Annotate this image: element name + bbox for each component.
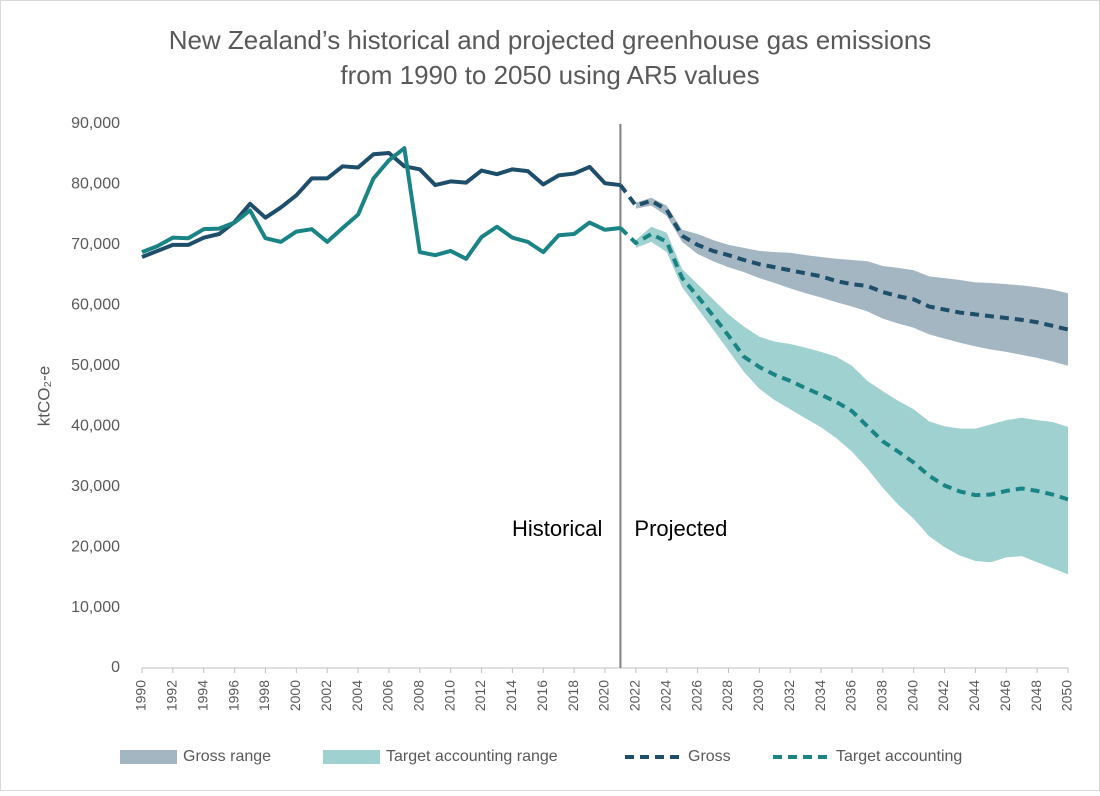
legend-label: Target accounting [836, 748, 962, 765]
x-tick-label: 1994 [194, 680, 210, 711]
x-tick-label: 2032 [781, 680, 797, 711]
annotation: Historical [512, 516, 602, 541]
x-tick-label: 2044 [966, 680, 982, 711]
annotation: Projected [634, 516, 727, 541]
legend-label: Gross [688, 748, 731, 765]
projected-line [619, 226, 1069, 502]
y-tick-label: 30,000 [71, 478, 120, 495]
x-tick-label: 1998 [256, 680, 272, 711]
x-tick-label: 2050 [1059, 680, 1075, 711]
y-tick-label: 90,000 [71, 115, 120, 132]
x-tick-label: 2034 [812, 680, 828, 711]
legend: Gross range Target accounting range Gross T… [120, 748, 962, 765]
y-tick-label: 80,000 [71, 176, 120, 193]
x-tick-label: 2048 [1028, 680, 1044, 711]
plot-area: 0 10,000 20,000 30,000 40,000 50,000 60,000 70,… [71, 115, 1075, 711]
x-tick-label: 2006 [380, 680, 396, 711]
x-tick-label: 2010 [441, 680, 457, 711]
x-tick-label: 2046 [997, 680, 1013, 711]
range-band [635, 226, 1068, 575]
x-tick-label: 2026 [688, 680, 704, 711]
legend-swatch [120, 750, 177, 764]
x-tick-label: 2004 [349, 680, 365, 711]
legend-swatch [323, 750, 380, 764]
x-tick-label: 2040 [904, 680, 920, 711]
x-tick-label: 2036 [843, 680, 859, 711]
x-tick-label: 2008 [411, 680, 427, 711]
range-band [635, 197, 1068, 366]
chart-title: from 1990 to 2050 using AR5 values [340, 60, 759, 90]
x-tick-label: 1990 [133, 680, 149, 711]
y-tick-label: 20,000 [71, 538, 120, 555]
x-tick-label: 2038 [874, 680, 890, 711]
x-tick-label: 2024 [657, 680, 673, 711]
x-tick-label: 2002 [318, 680, 334, 711]
chart-title: New Zealand’s historical and projected g… [169, 25, 932, 55]
x-tick-label: 2014 [503, 680, 519, 711]
historical-line [141, 146, 621, 261]
y-tick-label: 0 [111, 659, 120, 676]
x-tick-label: 2028 [719, 680, 735, 711]
y-axis-label: ktCO₂-e [34, 366, 53, 426]
x-tick-label: 1992 [164, 680, 180, 711]
y-tick-label: 70,000 [71, 236, 120, 253]
y-tick-label: 50,000 [71, 357, 120, 374]
legend-label: Gross range [183, 748, 271, 765]
y-tick-label: 60,000 [71, 297, 120, 314]
x-tick-label: 2016 [534, 680, 550, 711]
x-tick-label: 2020 [596, 680, 612, 711]
legend-label: Target accounting range [386, 748, 558, 765]
x-tick-label: 2012 [472, 680, 488, 711]
y-tick-label: 40,000 [71, 417, 120, 434]
x-tick-label: 2042 [935, 680, 951, 711]
historical-line [141, 151, 621, 259]
projected-line [618, 183, 1069, 332]
x-tick-label: 1996 [225, 680, 241, 711]
x-tick-label: 2022 [627, 680, 643, 711]
x-tick-label: 2018 [565, 680, 581, 711]
y-tick-label: 10,000 [71, 599, 120, 616]
x-tick-label: 2000 [287, 680, 303, 711]
x-tick-label: 2030 [750, 680, 766, 711]
